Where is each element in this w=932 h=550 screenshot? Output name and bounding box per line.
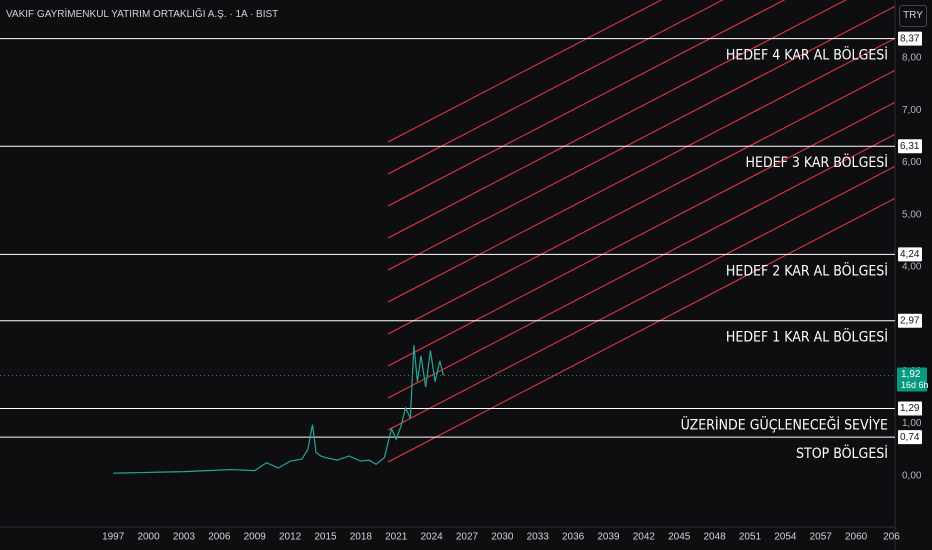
y-tick-label: 0,00 xyxy=(902,470,922,481)
channel-line xyxy=(387,5,895,271)
y-tick-label: 6,00 xyxy=(902,157,922,168)
y-tick-label: 7,00 xyxy=(902,105,922,116)
channel-line xyxy=(387,69,895,335)
x-tick-label: 2027 xyxy=(456,532,479,543)
y-tick-label: 8,00 xyxy=(902,53,922,64)
channel-lines xyxy=(387,0,895,463)
level-label: 2,97 xyxy=(900,315,920,326)
x-tick-label: 2060 xyxy=(845,532,868,543)
level-box xyxy=(898,401,922,416)
x-tick-label: 2009 xyxy=(244,532,267,543)
x-tick-label: 2021 xyxy=(385,532,408,543)
channel-line xyxy=(387,133,895,399)
x-tick-label: 2054 xyxy=(774,532,797,543)
level-box xyxy=(898,31,922,46)
price-line xyxy=(113,345,444,474)
x-tick-label: 2018 xyxy=(350,532,373,543)
x-tick-label: 2003 xyxy=(173,532,196,543)
x-tick-label: 2042 xyxy=(633,532,656,543)
annotation: HEDEF 4 KAR AL BÖLGESİ xyxy=(726,46,888,64)
x-tick-label: 2048 xyxy=(703,532,726,543)
currency-button[interactable]: TRY xyxy=(899,5,927,27)
x-tick-label: 2030 xyxy=(491,532,514,543)
level-label: 6,31 xyxy=(900,141,920,152)
x-tick-label: 2024 xyxy=(420,532,443,543)
annotation: HEDEF 2 KAR AL BÖLGESİ xyxy=(726,261,888,279)
annotation: ÜZERİNDE GÜÇLENECEĞİ SEVİYE xyxy=(681,415,888,433)
channel-line xyxy=(387,0,786,207)
x-tick-label: 206 xyxy=(883,532,900,543)
level-label: 4,24 xyxy=(900,249,920,260)
channel-line xyxy=(387,0,663,143)
x-tick-label: 1997 xyxy=(102,532,125,543)
x-tick-label: 2015 xyxy=(314,532,337,543)
last-price-label: 1,92 xyxy=(901,369,921,380)
y-tick-label: 4,00 xyxy=(902,262,922,273)
channel-line xyxy=(387,0,724,175)
annotation: HEDEF 3 KAR BÖLGESİ xyxy=(746,153,888,171)
x-tick-label: 2036 xyxy=(562,532,585,543)
channel-line xyxy=(387,101,895,367)
level-box xyxy=(898,247,922,262)
x-tick-label: 2033 xyxy=(527,532,550,543)
level-label: 1,29 xyxy=(900,403,920,414)
channel-line xyxy=(387,197,895,463)
x-tick-label: 2057 xyxy=(810,532,833,543)
level-box xyxy=(898,313,922,328)
countdown-label: 16d 6h xyxy=(901,380,929,390)
x-tick-label: 2045 xyxy=(668,532,691,543)
last-price-box xyxy=(897,367,927,392)
x-tick-label: 2012 xyxy=(279,532,302,543)
y-tick-label: 5,00 xyxy=(902,209,922,220)
x-tick-label: 2039 xyxy=(597,532,620,543)
chart-title: VAKIF GAYRİMENKUL YATIRIM ORTAKLIĞI A.Ş.… xyxy=(6,9,279,20)
level-label: 0,74 xyxy=(900,432,920,443)
level-box xyxy=(898,139,922,154)
y-tick-label: 1,00 xyxy=(902,418,922,429)
channel-line xyxy=(387,37,895,303)
x-tick-label: 2051 xyxy=(739,532,762,543)
annotation: HEDEF 1 KAR AL BÖLGESİ xyxy=(726,328,888,346)
x-tick-label: 2006 xyxy=(208,532,231,543)
annotation: STOP BÖLGESİ xyxy=(796,444,888,462)
level-label: 8,37 xyxy=(900,33,920,44)
channel-line xyxy=(387,0,847,239)
x-tick-label: 2000 xyxy=(137,532,160,543)
channel-line xyxy=(387,165,895,431)
level-box xyxy=(898,430,922,445)
